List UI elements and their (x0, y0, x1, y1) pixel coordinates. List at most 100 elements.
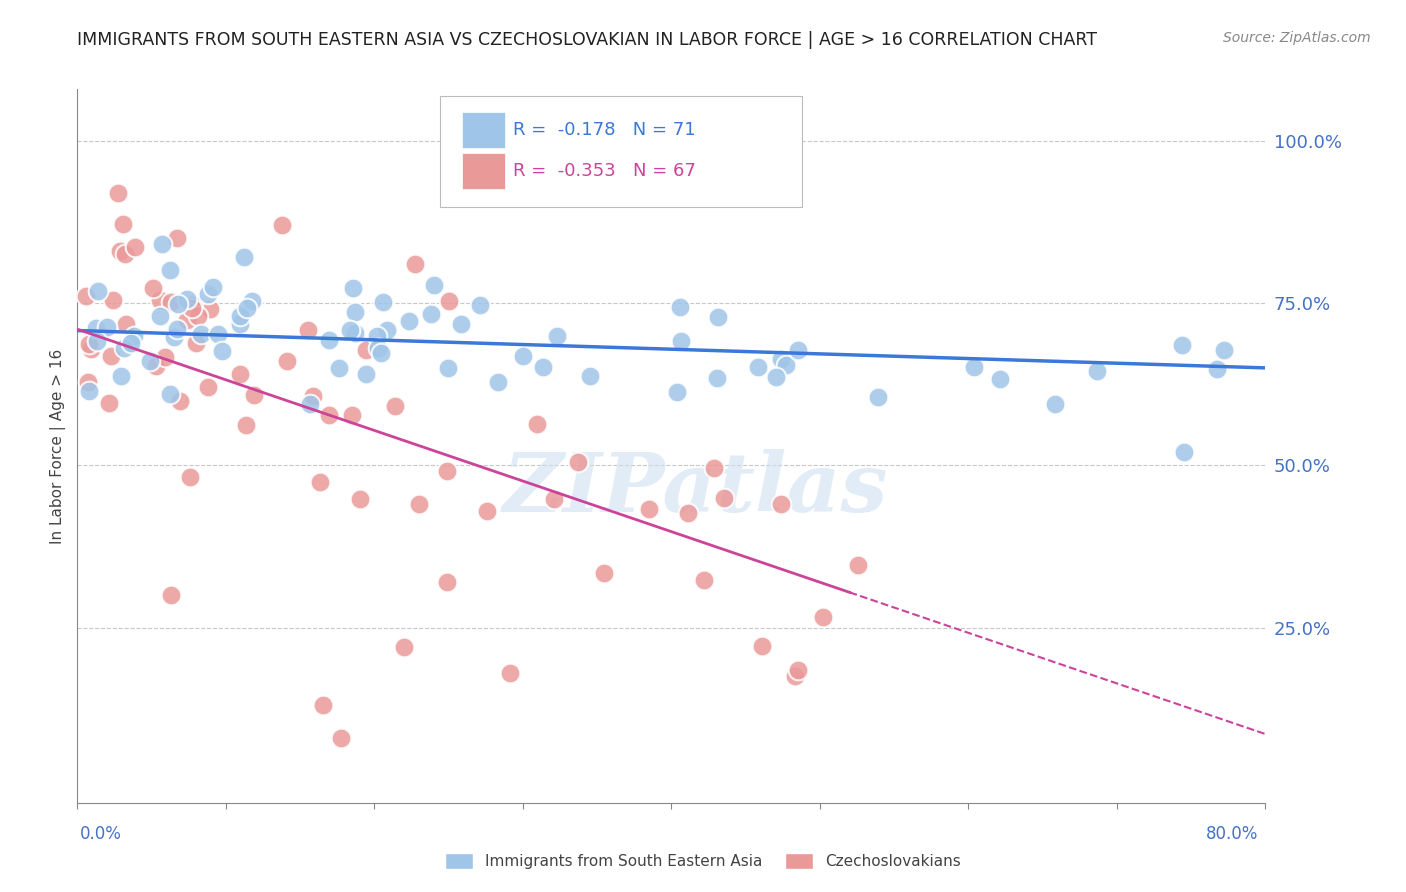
Text: R =  -0.178   N = 71: R = -0.178 N = 71 (513, 121, 696, 139)
Point (235, 417, 257, 432)
Point (848, 558, 870, 573)
Text: 80.0%: 80.0% (1206, 825, 1258, 843)
Point (112, 217, 135, 231)
Point (785, 668, 807, 682)
FancyBboxPatch shape (463, 112, 505, 148)
Point (107, 186, 129, 200)
Text: Source: ZipAtlas.com: Source: ZipAtlas.com (1223, 31, 1371, 45)
Point (668, 300, 690, 314)
Point (149, 310, 172, 324)
Point (77, 376, 100, 390)
Point (531, 359, 554, 374)
Point (866, 390, 889, 404)
Point (468, 298, 491, 312)
Point (190, 326, 212, 341)
Point (176, 313, 198, 327)
Point (339, 323, 361, 337)
Point (80, 343, 103, 357)
Point (159, 262, 181, 277)
Point (1212, 343, 1234, 357)
Point (198, 302, 221, 317)
Point (373, 294, 395, 309)
Point (176, 292, 198, 306)
Point (366, 328, 388, 343)
Point (122, 329, 145, 343)
Point (87, 284, 110, 298)
Point (302, 389, 325, 403)
Point (77, 384, 100, 398)
Point (232, 250, 254, 264)
Point (811, 609, 834, 624)
Point (665, 385, 688, 400)
Point (988, 372, 1011, 386)
Point (160, 588, 183, 602)
Text: IMMIGRANTS FROM SOUTH EASTERN ASIA VS CZECHOSLOVAKIAN IN LABOR FORCE | AGE > 16 : IMMIGRANTS FROM SOUTH EASTERN ASIA VS CZ… (77, 31, 1097, 49)
Point (167, 296, 190, 310)
Point (197, 286, 219, 301)
Point (692, 574, 714, 588)
Point (124, 239, 146, 253)
Point (211, 344, 233, 359)
Point (420, 307, 443, 321)
Point (592, 566, 614, 580)
Point (181, 298, 204, 312)
Point (499, 666, 522, 681)
FancyBboxPatch shape (440, 96, 801, 207)
Point (638, 502, 661, 516)
Point (110, 369, 132, 384)
Point (114, 247, 136, 261)
Point (349, 491, 371, 506)
Point (769, 498, 792, 512)
Point (1045, 397, 1067, 411)
Point (713, 491, 735, 505)
Point (437, 361, 460, 376)
Legend: Immigrants from South Eastern Asia, Czechoslovakians: Immigrants from South Eastern Asia, Czec… (439, 847, 967, 875)
Point (110, 244, 132, 259)
Point (309, 475, 332, 489)
Point (367, 342, 389, 356)
Point (423, 278, 446, 293)
Point (408, 497, 430, 511)
Point (370, 346, 392, 360)
Point (169, 394, 191, 409)
Point (747, 360, 769, 375)
Point (297, 323, 319, 337)
Point (436, 574, 458, 589)
Point (120, 336, 142, 351)
Point (197, 380, 219, 394)
Point (770, 351, 793, 366)
Point (340, 408, 363, 422)
Text: ZIPatlas: ZIPatlas (502, 449, 887, 529)
Point (243, 388, 266, 402)
Point (330, 731, 353, 745)
Point (229, 317, 252, 331)
Point (139, 354, 162, 368)
Point (546, 328, 568, 343)
Point (1085, 364, 1108, 378)
Point (96, 320, 118, 334)
Point (392, 640, 415, 654)
Point (751, 639, 773, 653)
Point (439, 294, 461, 309)
Point (703, 461, 725, 475)
Point (150, 237, 173, 252)
Point (166, 322, 188, 336)
Text: R =  -0.353   N = 67: R = -0.353 N = 67 (513, 161, 696, 179)
Point (486, 375, 509, 389)
Point (240, 293, 263, 308)
Point (163, 330, 186, 344)
Point (963, 360, 986, 375)
Point (98, 396, 121, 410)
Point (384, 399, 406, 413)
Point (475, 504, 498, 518)
Point (356, 343, 378, 357)
Y-axis label: In Labor Force | Age > 16: In Labor Force | Age > 16 (51, 349, 66, 543)
Point (100, 349, 122, 363)
Point (187, 309, 209, 323)
FancyBboxPatch shape (463, 153, 505, 189)
Point (579, 369, 602, 384)
Point (159, 386, 181, 401)
Point (543, 491, 565, 506)
Point (229, 309, 252, 323)
Point (149, 293, 172, 308)
